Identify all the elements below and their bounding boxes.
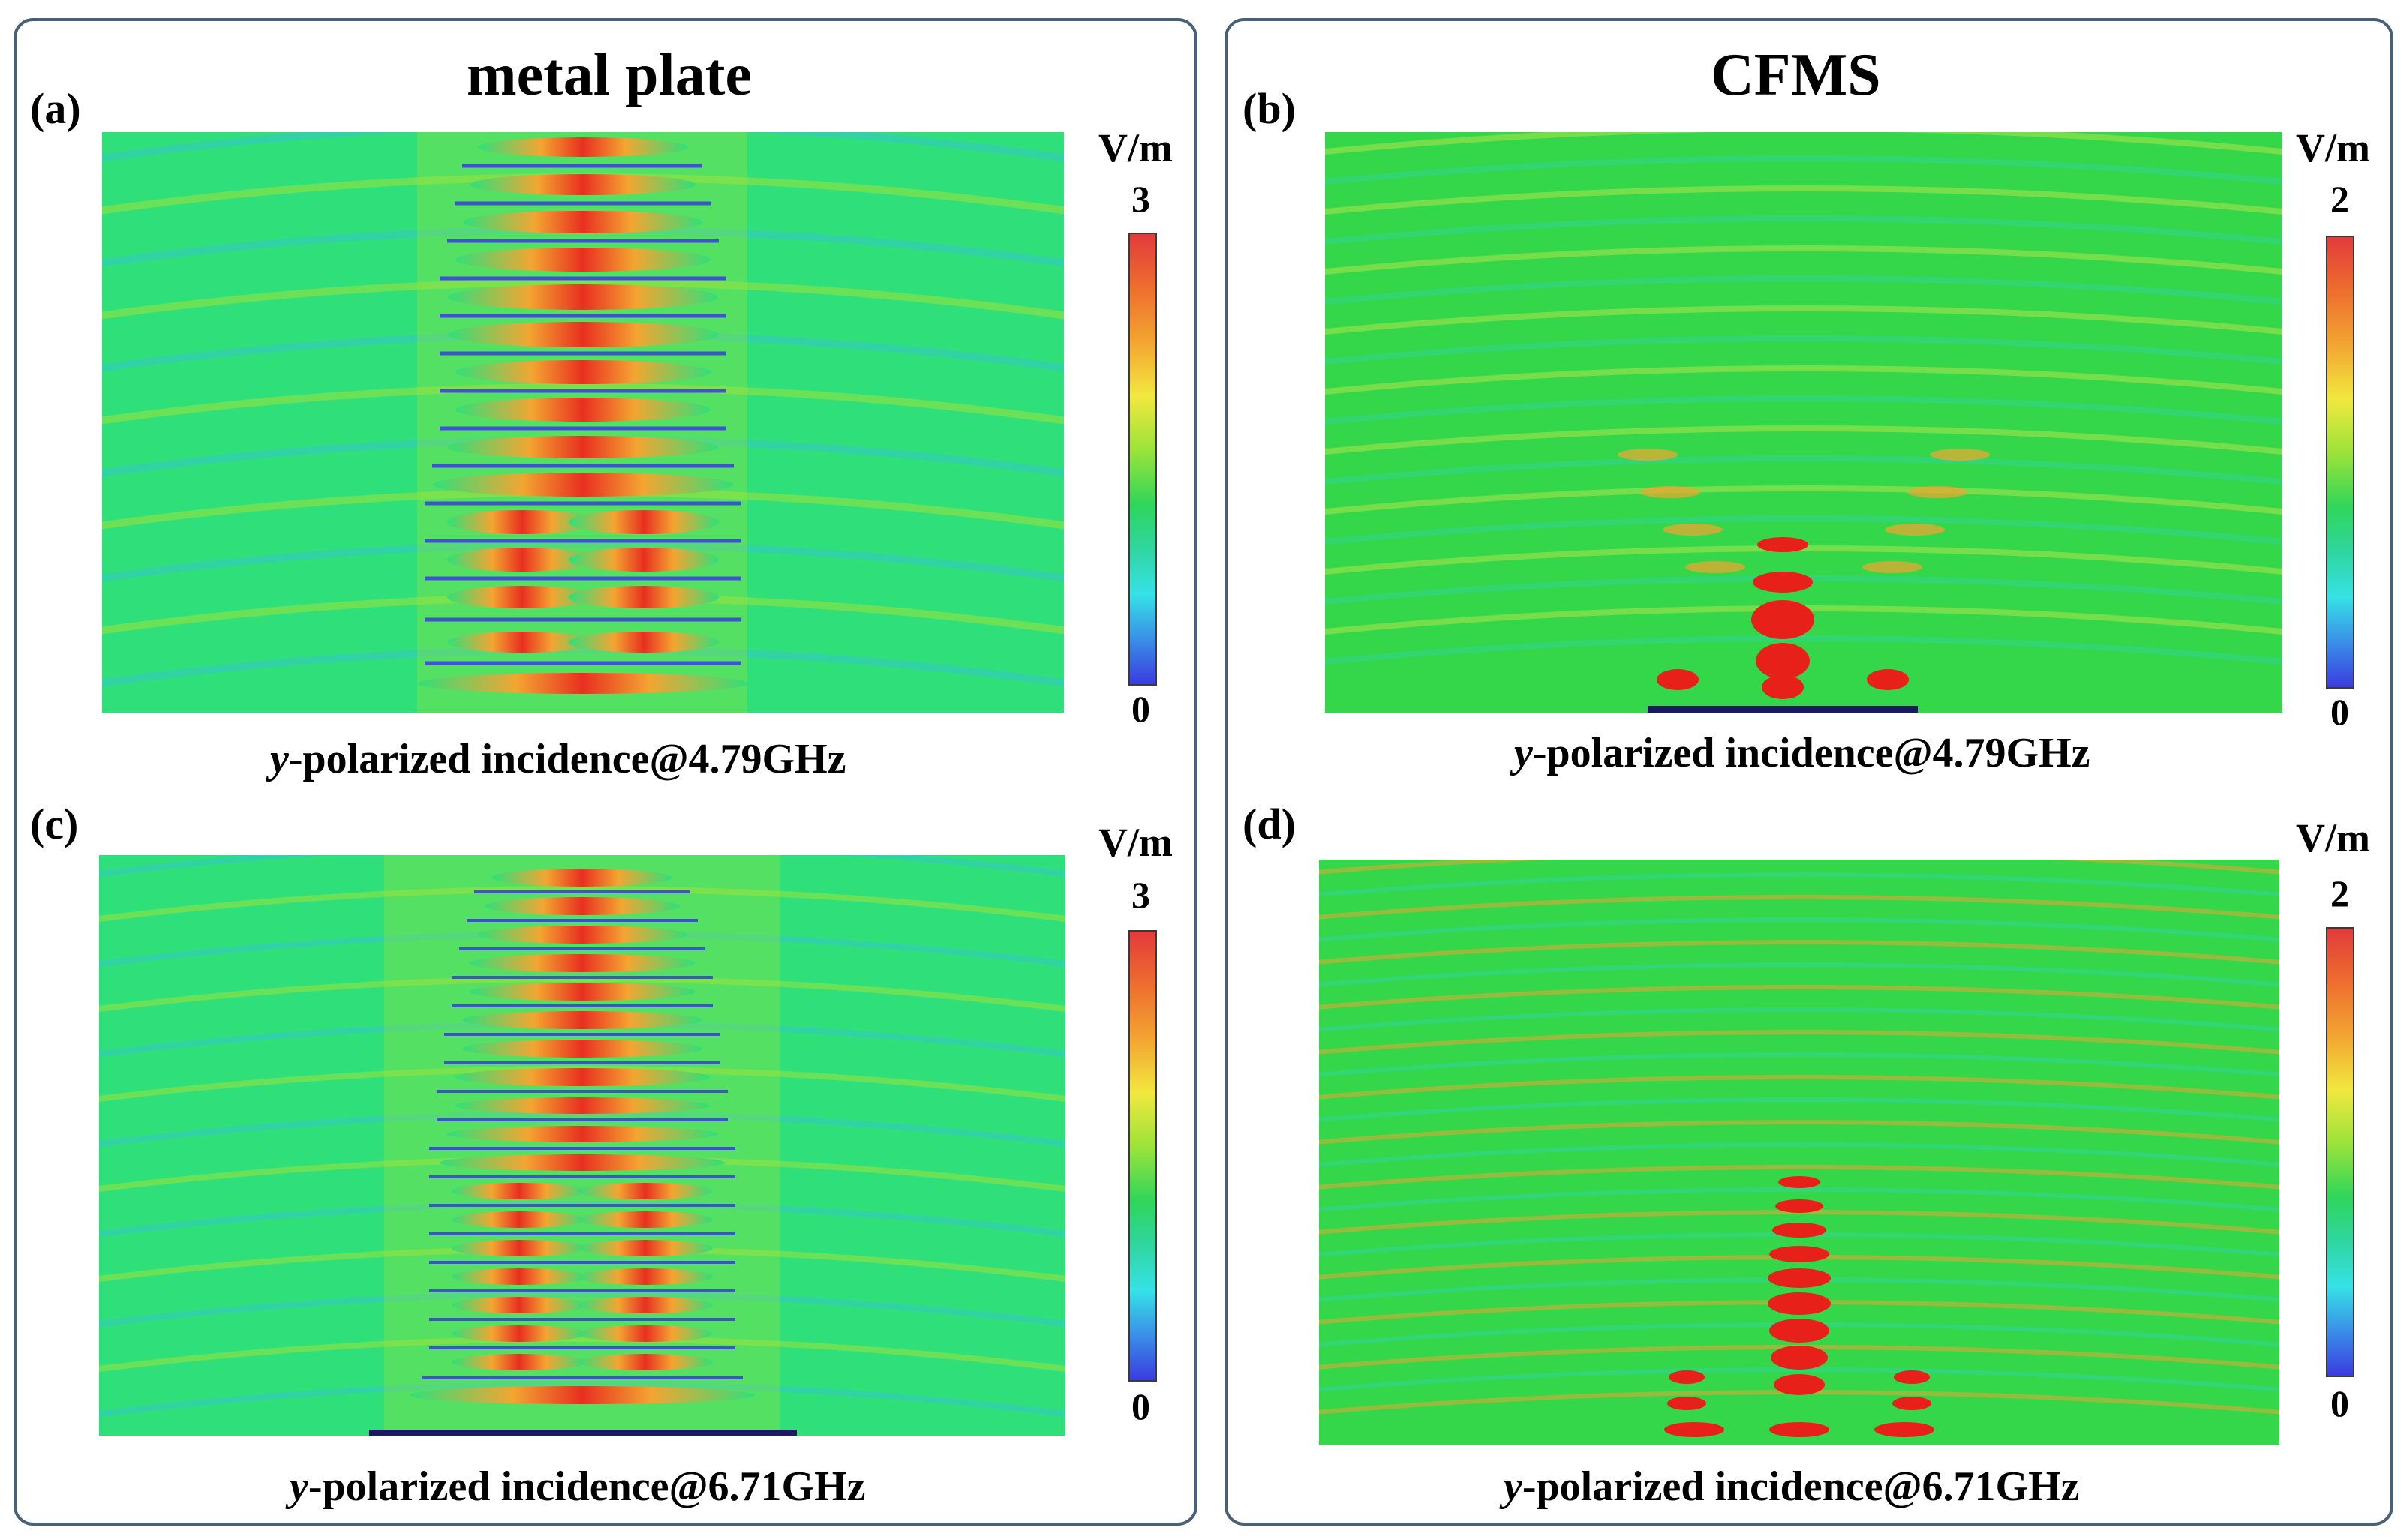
caption-a-text: -polarized incidence@4.79GHz xyxy=(288,736,846,782)
caption-c: y-polarized incidence@6.71GHz xyxy=(290,1466,866,1508)
field-map-d xyxy=(1319,860,2279,1445)
column-title-cfms: CFMS xyxy=(1711,42,1881,108)
caption-c-text: -polarized incidence@6.71GHz xyxy=(308,1463,866,1510)
colorbar-max-a: 3 xyxy=(1131,178,1150,220)
field-image-d xyxy=(1319,860,2279,1437)
field-image-a xyxy=(102,132,1064,713)
field-map-b xyxy=(1325,132,2282,713)
colorbar-c xyxy=(1128,930,1157,1382)
colorbar-min-c: 0 xyxy=(1131,1385,1150,1427)
colorbar-d xyxy=(2326,927,2354,1377)
caption-b: y-polarized incidence@4.79GHz xyxy=(1514,732,2090,774)
field-map-a xyxy=(102,132,1064,713)
caption-a-variable: y xyxy=(270,736,289,782)
caption-d: y-polarized incidence@6.71GHz xyxy=(1504,1466,2080,1508)
unit-label-c: V/m xyxy=(1098,820,1173,865)
field-image-b xyxy=(1325,132,2282,713)
panel-label-b: (b) xyxy=(1243,84,1296,133)
unit-label-d: V/m xyxy=(2296,815,2370,860)
caption-a: y-polarized incidence@4.79GHz xyxy=(270,738,846,780)
frame-metal-plate xyxy=(14,18,1197,1526)
unit-label-a: V/m xyxy=(1098,125,1173,170)
column-title-metal-plate: metal plate xyxy=(467,42,752,108)
field-image-c xyxy=(99,855,1065,1436)
colorbar-max-b: 2 xyxy=(2330,178,2349,220)
field-map-c xyxy=(99,855,1065,1436)
colorbar-min-a: 0 xyxy=(1131,688,1150,730)
colorbar-min-b: 0 xyxy=(2330,691,2349,733)
panel-label-c: (c) xyxy=(30,800,79,848)
caption-b-text: -polarized incidence@4.79GHz xyxy=(1532,730,2090,776)
caption-b-variable: y xyxy=(1514,730,1533,776)
colorbar-min-d: 0 xyxy=(2330,1382,2349,1424)
colorbar-max-d: 2 xyxy=(2330,872,2349,914)
caption-d-variable: y xyxy=(1504,1463,1522,1510)
panel-label-d: (d) xyxy=(1243,800,1296,848)
frame-cfms xyxy=(1225,18,2393,1526)
colorbar-b xyxy=(2326,236,2354,689)
panel-label-a: (a) xyxy=(30,84,81,133)
unit-label-b: V/m xyxy=(2296,125,2370,170)
colorbar-a xyxy=(1128,233,1157,686)
caption-c-variable: y xyxy=(290,1463,308,1510)
colorbar-max-c: 3 xyxy=(1131,874,1150,916)
caption-d-text: -polarized incidence@6.71GHz xyxy=(1522,1463,2080,1510)
